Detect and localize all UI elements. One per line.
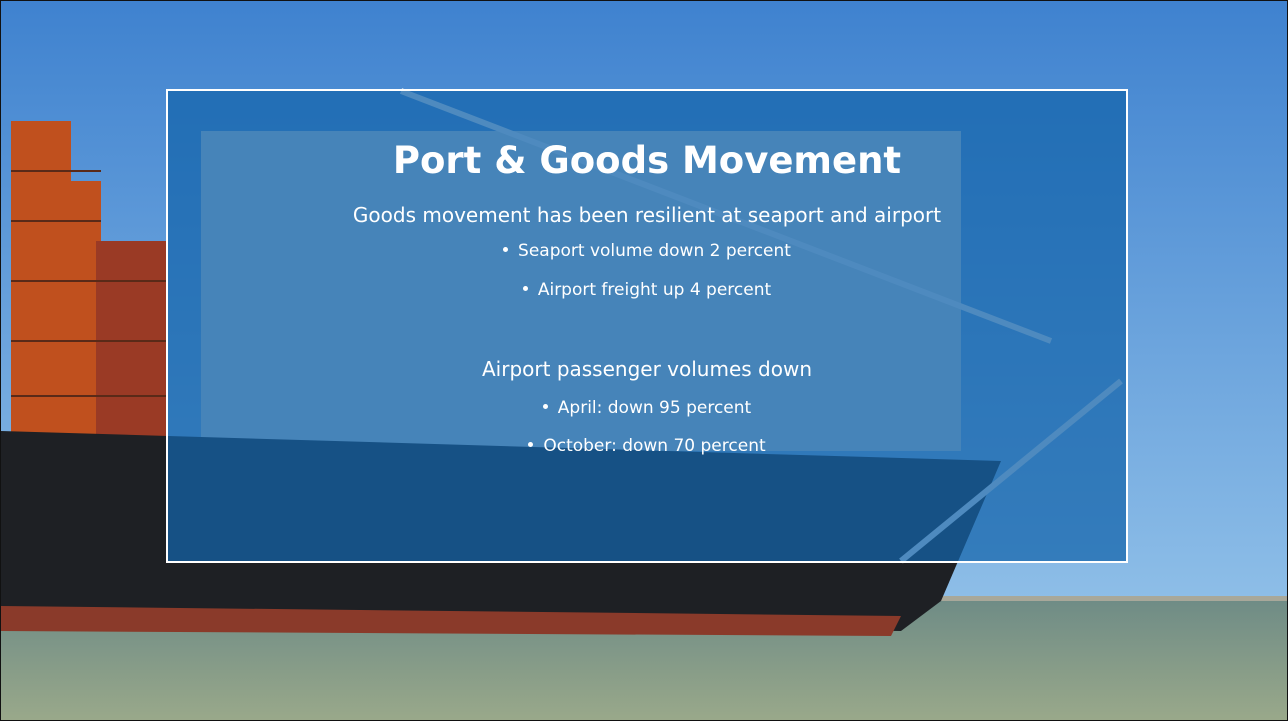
bullet-text: Airport freight up 4 percent — [537, 280, 772, 300]
bullet-item: Seaport volume down 2 percent — [168, 241, 1126, 261]
slide-title: Port & Goods Movement — [392, 139, 902, 182]
text-panel: Port & Goods Movement Goods movement has… — [166, 89, 1128, 563]
section-heading: Airport passenger volumes down — [482, 357, 812, 381]
bullet-text: April: down 95 percent — [557, 398, 752, 418]
bullet-dot — [528, 441, 534, 447]
bullet-dot — [503, 246, 509, 252]
section-heading: Goods movement has been resilient at sea… — [352, 203, 942, 227]
bullet-item: April: down 95 percent — [168, 398, 1126, 418]
bullet-dot — [542, 403, 548, 409]
bullet-text: Seaport volume down 2 percent — [518, 241, 791, 261]
bullet-dot — [522, 285, 528, 291]
bullet-item: Airport freight up 4 percent — [168, 280, 1126, 300]
bullet-text: October: down 70 percent — [543, 436, 766, 456]
bullet-item: October: down 70 percent — [168, 436, 1126, 456]
